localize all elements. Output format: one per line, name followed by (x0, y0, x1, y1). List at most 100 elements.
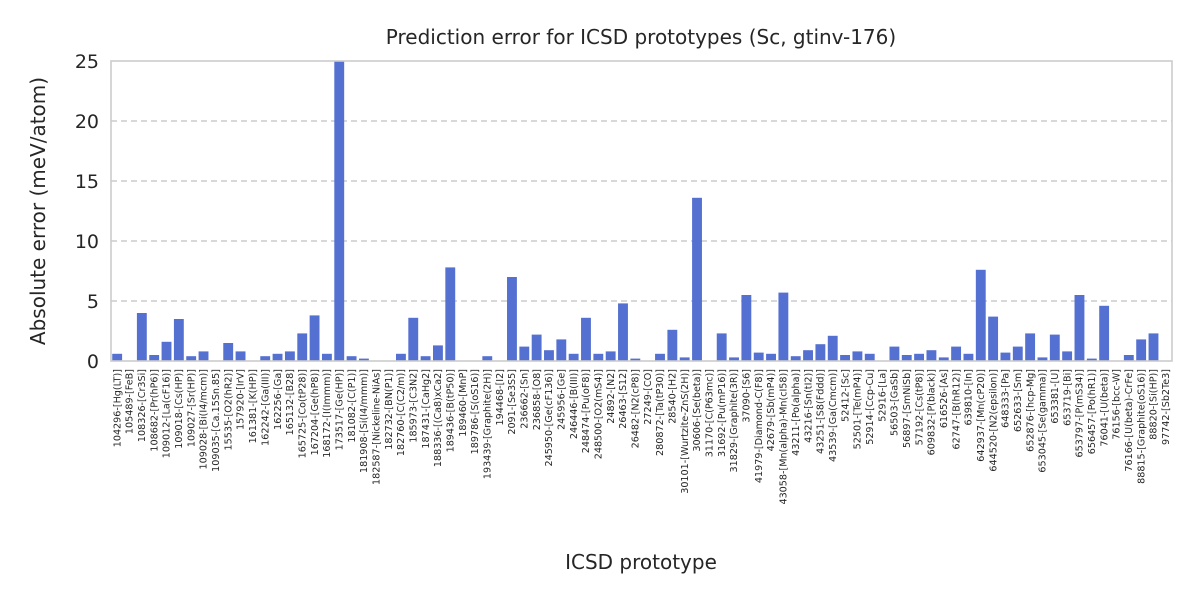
y-tick-label: 15 (75, 171, 99, 193)
bar (741, 295, 752, 361)
bar (544, 350, 554, 361)
bar (1000, 352, 1011, 361)
bar (753, 352, 764, 361)
y-tick-label: 20 (75, 111, 99, 133)
bar (729, 357, 739, 361)
x-tick-label: 109028-[Bi(I4/mcm)] (199, 369, 210, 469)
bar (161, 341, 172, 361)
bar (790, 356, 801, 361)
x-tick-label: 248500-[O2(mS4)] (594, 369, 605, 459)
bar (975, 269, 986, 361)
bar (272, 353, 283, 361)
bar (186, 356, 197, 361)
bar (198, 351, 209, 361)
bar (1136, 339, 1147, 361)
bar (1123, 355, 1134, 361)
x-tick-label: 187431-[CaHg2] (421, 369, 432, 449)
x-tick-label: 108682-[Pr(hP6)] (149, 369, 160, 452)
x-tick-label: 41979-[Diamond-C(F8)] (754, 369, 765, 483)
bar (766, 353, 776, 361)
x-tick-label: 189786-[S(oS16)] (470, 369, 481, 454)
bar (655, 353, 665, 361)
bar (408, 317, 419, 361)
bar (1148, 333, 1159, 361)
x-tick-label: 28540-[H2] (668, 369, 679, 424)
x-tick-label: 246446-[B(III)] (569, 369, 580, 439)
bar (321, 353, 332, 361)
x-tick-label: 245956-[Ge] (557, 369, 568, 430)
x-tick-labels: 104296-[Hg(LT)] 105489-[FeB] 108326-[Cr3Si… (112, 369, 1172, 505)
x-tick-label: 57192-[Cs(tP8)] (914, 369, 925, 445)
bar (692, 197, 702, 361)
x-tick-label: 88820-[Si(HP)] (1149, 369, 1160, 440)
bar (358, 358, 369, 361)
x-tick-label: 168172-[I(Immm)] (322, 369, 333, 458)
bar (926, 350, 937, 361)
x-tick-label: 109018-[Cs(HP)] (174, 369, 185, 449)
x-tick-label: 105489-[FeB] (125, 369, 136, 434)
x-tick-label: 97742-[Sb2Te3] (1161, 369, 1172, 445)
bar (260, 356, 271, 361)
x-tick-label: 76156-[bcc-W] (1112, 369, 1123, 440)
x-tick-label: 236858-[O8] (532, 369, 543, 430)
bar (963, 353, 974, 361)
x-tick-label: 162256-[Ga] (273, 369, 284, 430)
x-tick-label: 188336-[(Ca8)xCa2] (433, 369, 444, 467)
x-tick-label: 108326-[Cr3Si] (137, 369, 148, 442)
x-tick-label: 182587-[Nickeline-NiAs] (371, 369, 382, 485)
bar (482, 356, 493, 361)
x-tick-label: 52501-[Te(mP4)] (853, 369, 864, 449)
y-tick-label: 25 (75, 51, 99, 73)
x-tick-label: 248474-[Pu(oF8)] (581, 369, 592, 453)
x-tick-label: 185973-[C3N2] (408, 369, 419, 443)
x-tick-label: 157920-[IrV] (236, 369, 247, 430)
x-tick-label: 652876-[hcp-Mg] (1025, 369, 1036, 452)
bar (889, 346, 900, 361)
x-tick-label: 62747-[B(hR12)] (951, 369, 962, 450)
x-tick-label: 31829-[Graphite(3R)] (729, 369, 740, 472)
x-tick-label: 24892-[N2] (606, 369, 617, 424)
x-tick-label: 31692-[Pu(mP16)] (717, 369, 728, 457)
x-tick-label: 43216-[Sn(tI2)] (803, 369, 814, 443)
y-tick-label: 5 (87, 291, 99, 313)
bar (630, 358, 641, 361)
x-tick-label: 656457-[Po(hR1)] (1087, 369, 1098, 454)
bar (951, 346, 962, 361)
x-tick-label: 26463-[S12] (618, 369, 629, 429)
bar (297, 333, 308, 361)
bar (593, 353, 604, 361)
x-tick-label: 189436-[B(tP50)] (445, 369, 456, 452)
x-tick-label: 280872-[Ta(tP30)] (655, 369, 666, 456)
x-tick-label: 15535-[O2(hR2)] (223, 369, 234, 450)
gridlines (111, 120, 1172, 302)
bar (149, 355, 160, 361)
bar (1049, 334, 1060, 361)
x-tick-label: 31170-[C(P63mc)] (705, 369, 716, 457)
x-tick-label: 652633-[Sm] (1013, 369, 1024, 432)
x-tick-label: 161381-[K(HP)] (248, 369, 259, 443)
x-tick-label: 609832-[P(black)] (927, 369, 938, 455)
x-tick-label: 162242-[Ga(III)] (260, 369, 271, 446)
bar (346, 356, 357, 361)
bar (988, 316, 999, 361)
x-tick-label: 30101-[Wurtzite-ZnS(2H)] (680, 369, 691, 494)
x-tick-label: 76041-[U(beta)] (1099, 369, 1110, 447)
y-tick-labels: 0 5 10 15 20 25 (75, 51, 99, 373)
x-tick-label: 43251-[S8(Fddd)] (816, 369, 827, 454)
x-tick-label: 109027-[Sr(HP)] (186, 369, 197, 447)
x-tick-label: 109012-[La(cF16)] (162, 369, 173, 458)
bar (531, 334, 542, 361)
x-tick-label: 42679-[Sb(mP4)] (766, 369, 777, 451)
x-tick-label: 189460-[MnP] (458, 369, 469, 437)
bar (803, 350, 813, 361)
x-tick-label: 76166-[U(beta)-CrFe] (1124, 369, 1135, 472)
x-tick-label: 648333-[Pa] (1001, 369, 1012, 428)
bar (445, 267, 456, 361)
x-tick-label: 30606-[Se(beta)] (692, 369, 703, 452)
bar (395, 353, 406, 361)
bar (1074, 295, 1085, 361)
bar (235, 351, 246, 361)
bar (284, 351, 295, 361)
